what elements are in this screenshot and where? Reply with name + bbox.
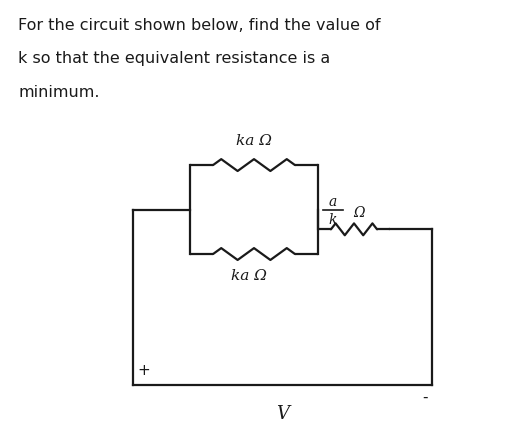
Text: a: a: [329, 194, 337, 208]
Text: Ω: Ω: [353, 205, 365, 219]
Text: minimum.: minimum.: [18, 85, 100, 100]
Text: k so that the equivalent resistance is a: k so that the equivalent resistance is a: [18, 51, 330, 66]
Text: +: +: [137, 362, 150, 377]
Text: V: V: [276, 404, 289, 422]
Text: ka Ω: ka Ω: [236, 134, 272, 148]
Text: k: k: [329, 212, 337, 226]
Text: ka Ω: ka Ω: [231, 268, 267, 282]
Text: For the circuit shown below, find the value of: For the circuit shown below, find the va…: [18, 18, 380, 33]
Text: -: -: [423, 389, 428, 403]
